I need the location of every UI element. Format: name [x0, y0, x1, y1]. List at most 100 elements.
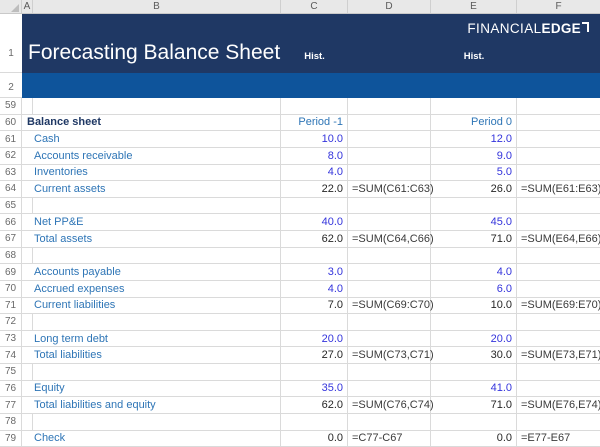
cell-C70[interactable]: 4.0 — [281, 280, 348, 297]
row-header-62[interactable]: 62 — [0, 147, 22, 164]
banner-band-cell[interactable] — [22, 73, 600, 98]
cell-E77[interactable]: 71.0 — [431, 397, 517, 413]
column-header-f[interactable]: F — [555, 1, 562, 12]
cell-C62[interactable]: 8.0 — [281, 147, 348, 164]
cell-C73[interactable]: 20.0 — [281, 330, 348, 347]
cell-F71[interactable]: =SUM(E69:E70) — [521, 299, 600, 312]
row-header-70[interactable]: 70 — [0, 280, 22, 297]
cell-B76[interactable]: Equity — [22, 380, 281, 397]
cell-C71[interactable]: 7.0 — [281, 297, 348, 314]
cell-A59[interactable] — [22, 98, 33, 114]
cell-C79[interactable]: 0.0 — [281, 430, 348, 447]
cell-F77[interactable]: =SUM(E76,E74) — [521, 399, 600, 412]
cell-E70[interactable]: 6.0 — [431, 280, 517, 297]
cell-F69[interactable] — [517, 264, 600, 280]
cell-E65[interactable] — [431, 197, 517, 214]
cell-C61[interactable]: 10.0 — [281, 131, 348, 147]
cell-D65[interactable] — [348, 197, 431, 214]
title-banner-cell[interactable]: Forecasting Balance Sheet Hist. Hist. FI… — [22, 14, 600, 73]
cell-E71[interactable]: 10.0 — [431, 297, 517, 314]
column-header-e[interactable]: E — [431, 0, 517, 13]
cell-F72[interactable] — [517, 314, 600, 330]
cell-B59[interactable] — [33, 98, 281, 114]
cell-D76[interactable] — [348, 380, 431, 397]
hist-label-c1[interactable]: Hist. — [304, 51, 325, 62]
row-header-77[interactable]: 77 — [0, 397, 22, 413]
cell-E68[interactable] — [431, 247, 517, 264]
cell-D75[interactable] — [348, 364, 431, 380]
cell-B61[interactable]: Cash — [22, 131, 281, 147]
cell-E79[interactable]: 0.0 — [431, 430, 517, 447]
cell-C69[interactable]: 3.0 — [281, 264, 348, 280]
cell-E73[interactable]: 20.0 — [431, 330, 517, 347]
cell-E62[interactable]: 9.0 — [431, 147, 517, 164]
row-header-64[interactable]: 64 — [0, 181, 22, 197]
cell-A78[interactable] — [22, 413, 33, 430]
column-header-b[interactable]: B — [33, 0, 281, 13]
row-header-74[interactable]: 74 — [0, 347, 22, 363]
cell-F79[interactable]: =E77-E67 — [521, 432, 571, 445]
cell-B63[interactable]: Inventories — [22, 164, 281, 181]
cell-B72[interactable] — [33, 314, 281, 330]
cell-A60[interactable]: Balance sheet — [22, 114, 281, 131]
cell-E78[interactable] — [431, 413, 517, 430]
cell-F63[interactable] — [517, 165, 600, 181]
cell-B75[interactable] — [33, 364, 281, 380]
cell-E74[interactable]: 30.0 — [431, 347, 517, 363]
cell-A75[interactable] — [22, 364, 33, 380]
cell-E76[interactable]: 41.0 — [431, 380, 517, 397]
cell-F62[interactable] — [517, 148, 600, 164]
cell-C66[interactable]: 40.0 — [281, 214, 348, 230]
cell-B69[interactable]: Accounts payable — [22, 264, 281, 280]
cell-D79[interactable]: =C77-C67 — [348, 430, 431, 447]
hist-label-e1[interactable]: Hist. — [463, 51, 485, 62]
cell-B78[interactable] — [33, 413, 281, 430]
row-header-59[interactable]: 59 — [0, 98, 22, 114]
cell-F78[interactable] — [517, 414, 600, 430]
row-header-63[interactable]: 63 — [0, 164, 22, 181]
cell-F59[interactable] — [517, 98, 600, 114]
row-header-1[interactable]: 1 — [0, 14, 22, 73]
cell-C64[interactable]: 22.0 — [281, 181, 348, 197]
cell-B73[interactable]: Long term debt — [22, 330, 281, 347]
cell-D78[interactable] — [348, 413, 431, 430]
cell-D69[interactable] — [348, 264, 431, 280]
cell-E61[interactable]: 12.0 — [431, 131, 517, 147]
cell-D73[interactable] — [348, 330, 431, 347]
cell-D59[interactable] — [348, 98, 431, 114]
cell-D66[interactable] — [348, 214, 431, 230]
cell-D74[interactable]: =SUM(C73,C71) — [348, 347, 434, 363]
cell-B71[interactable]: Current liabilities — [22, 297, 281, 314]
cell-E72[interactable] — [431, 314, 517, 330]
row-header-72[interactable]: 72 — [0, 314, 22, 330]
cell-B70[interactable]: Accrued expenses — [22, 280, 281, 297]
cell-D64[interactable]: =SUM(C61:C63) — [348, 181, 434, 197]
row-header-69[interactable]: 69 — [0, 264, 22, 280]
column-header-a[interactable]: A — [22, 0, 33, 13]
cell-B65[interactable] — [33, 197, 281, 214]
row-header-60[interactable]: 60 — [0, 114, 22, 131]
cell-B68[interactable] — [33, 247, 281, 264]
row-header-2[interactable]: 2 — [0, 73, 22, 98]
cell-B66[interactable]: Net PP&E — [22, 214, 281, 230]
cell-A72[interactable] — [22, 314, 33, 330]
select-all-button[interactable] — [0, 0, 22, 13]
cell-F60[interactable] — [517, 115, 600, 131]
cell-C68[interactable] — [281, 247, 348, 264]
cell-B67[interactable]: Total assets — [22, 231, 281, 247]
cell-C72[interactable] — [281, 314, 348, 330]
row-header-71[interactable]: 71 — [0, 297, 22, 314]
cell-C77[interactable]: 62.0 — [281, 397, 348, 413]
cell-C75[interactable] — [281, 364, 348, 380]
cell-D72[interactable] — [348, 314, 431, 330]
cell-C67[interactable]: 62.0 — [281, 231, 348, 247]
cell-E69[interactable]: 4.0 — [431, 264, 517, 280]
row-header-75[interactable]: 75 — [0, 364, 22, 380]
cell-E63[interactable]: 5.0 — [431, 164, 517, 181]
cell-D61[interactable] — [348, 131, 431, 147]
cell-F65[interactable] — [517, 198, 600, 214]
cell-D68[interactable] — [348, 247, 431, 264]
cell-F75[interactable] — [517, 364, 600, 380]
row-header-78[interactable]: 78 — [0, 413, 22, 430]
cell-F64[interactable]: =SUM(E61:E63) — [521, 182, 600, 195]
